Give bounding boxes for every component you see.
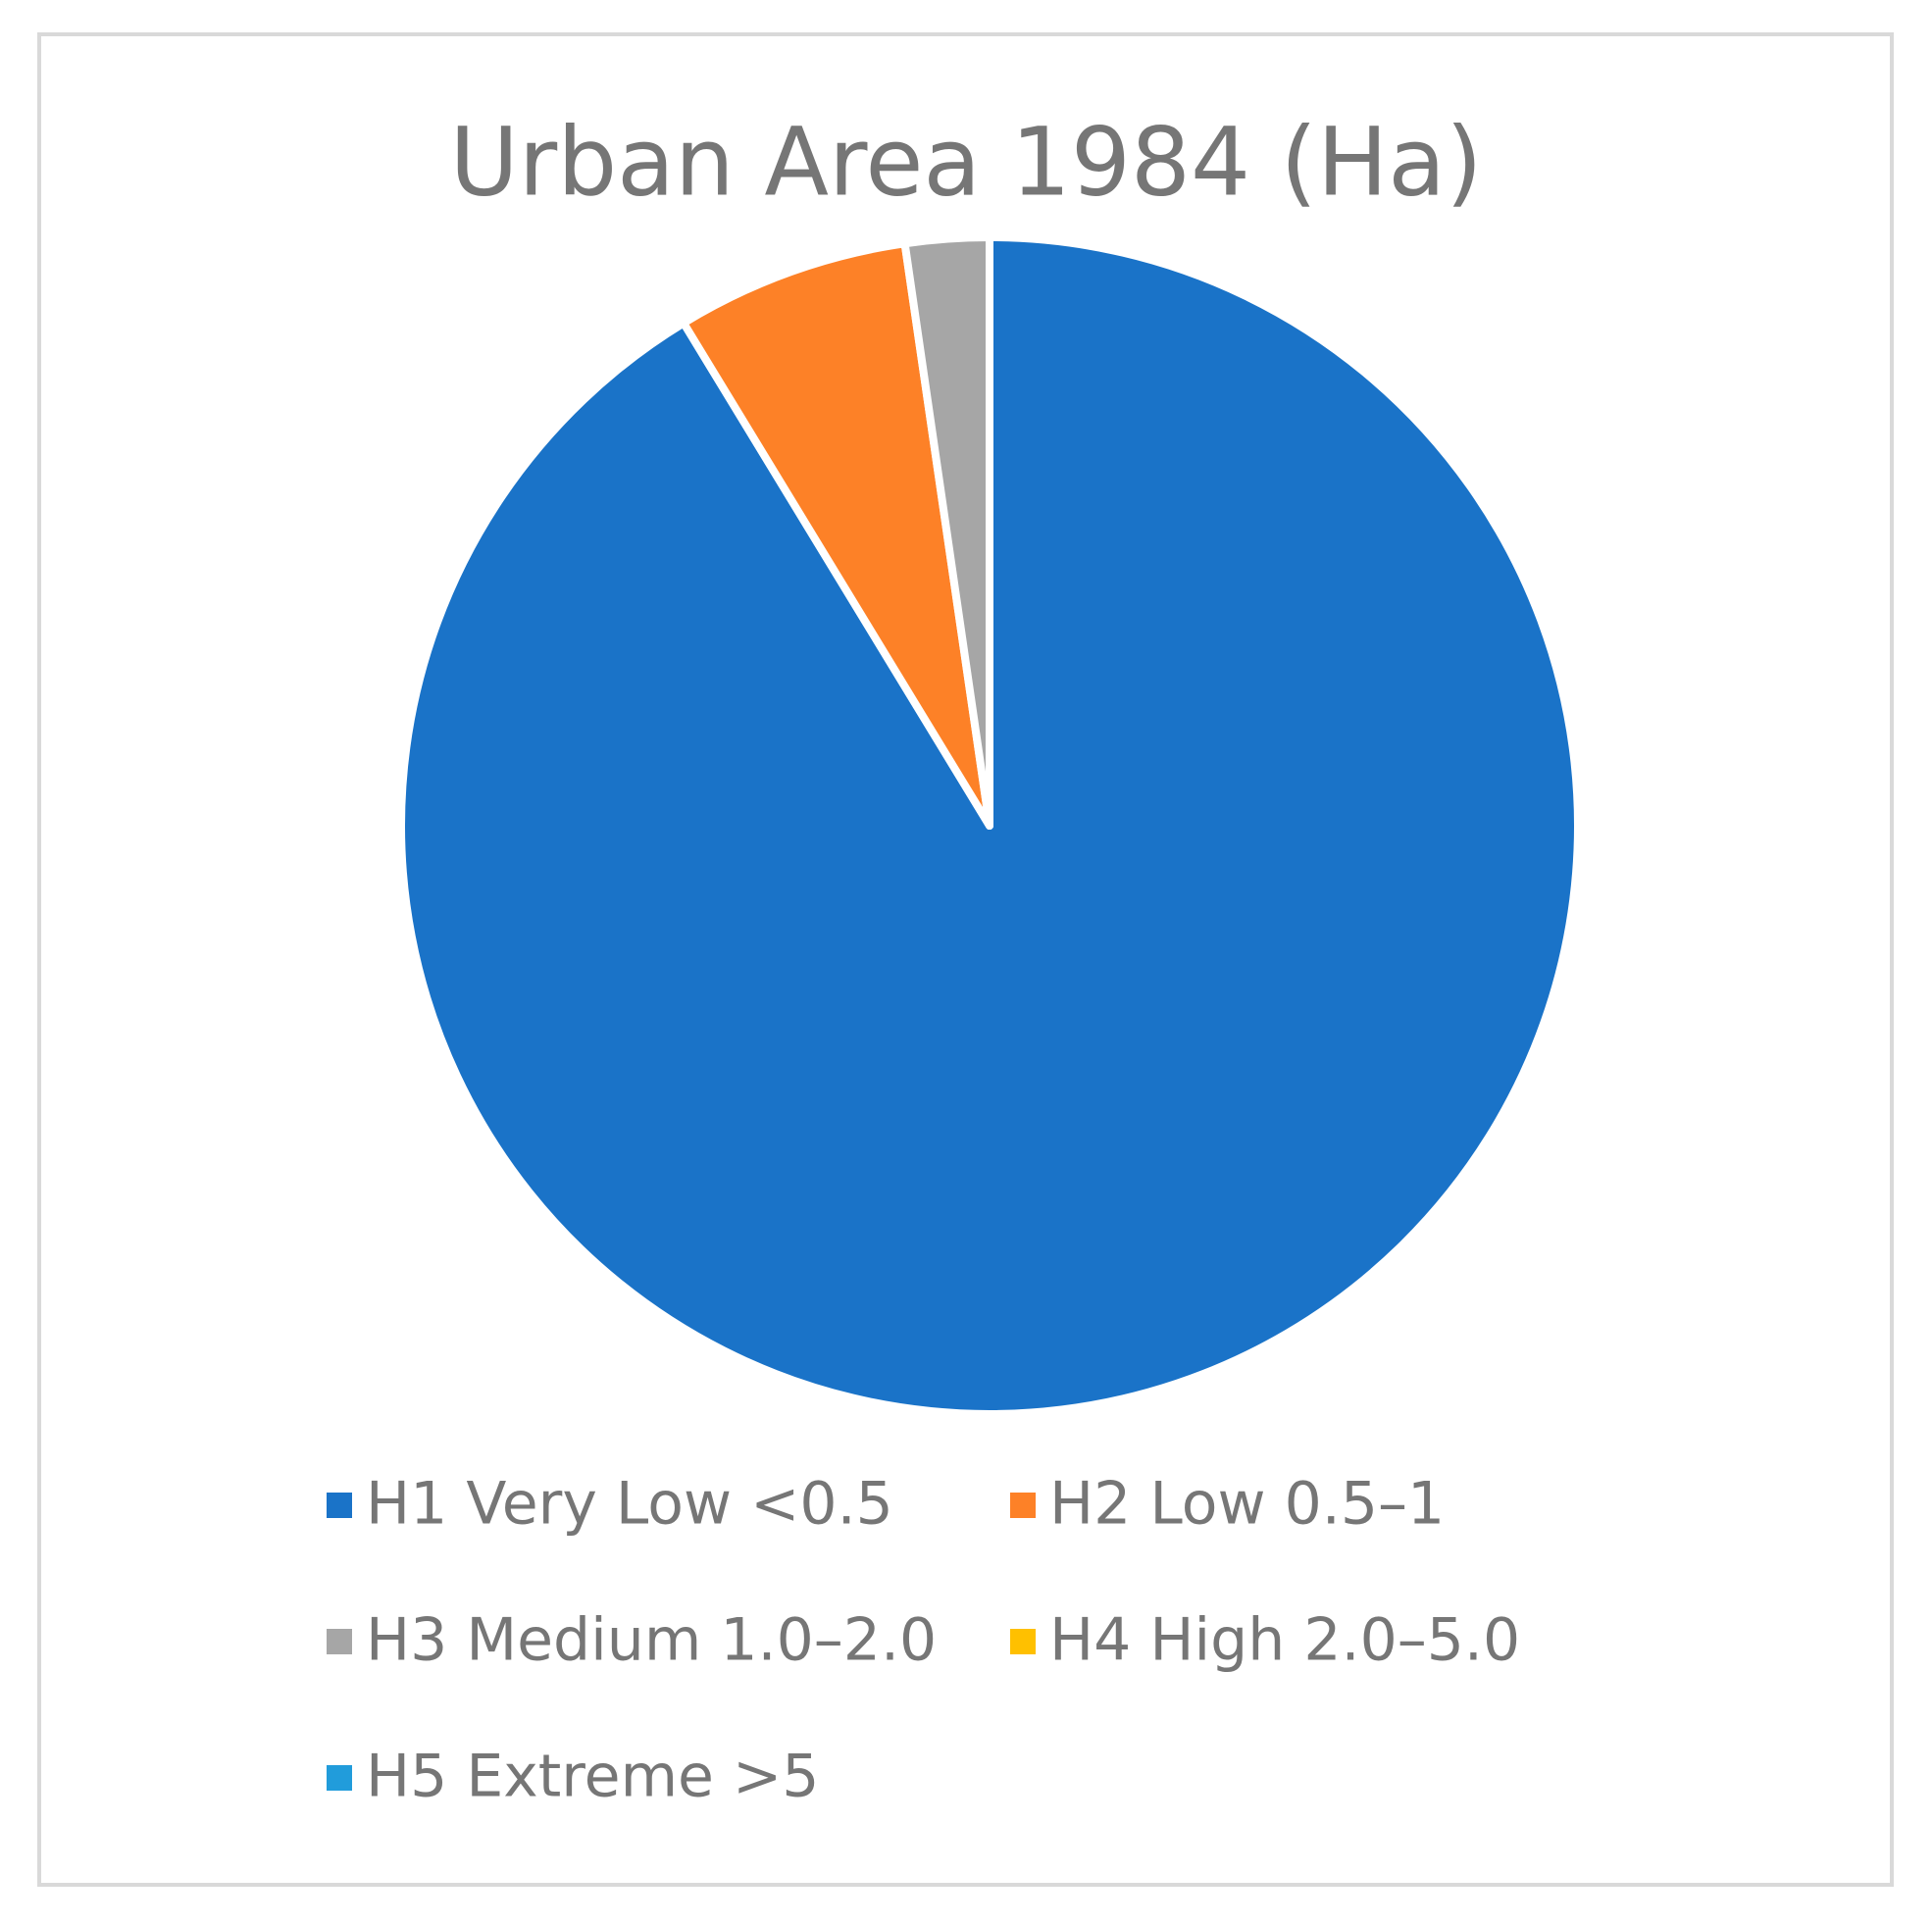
legend-swatch [327,1765,352,1791]
legend-swatch [327,1629,352,1654]
chart-title: Urban Area 1984 (Ha) [449,107,1482,217]
legend-label: H4 High 2.0–5.0 [1049,1606,1520,1675]
legend-swatch [1010,1629,1036,1654]
pie-slice [680,239,993,830]
legend-label: H1 Very Low <0.5 [366,1470,893,1539]
pie-slice [397,233,1582,1418]
legend-label: H5 Extreme >5 [366,1743,819,1811]
legend-swatch [327,1493,352,1518]
legend-label: H2 Low 0.5–1 [1049,1470,1445,1539]
legend-swatch [1010,1493,1036,1518]
legend-label: H3 Medium 1.0–2.0 [366,1606,937,1675]
